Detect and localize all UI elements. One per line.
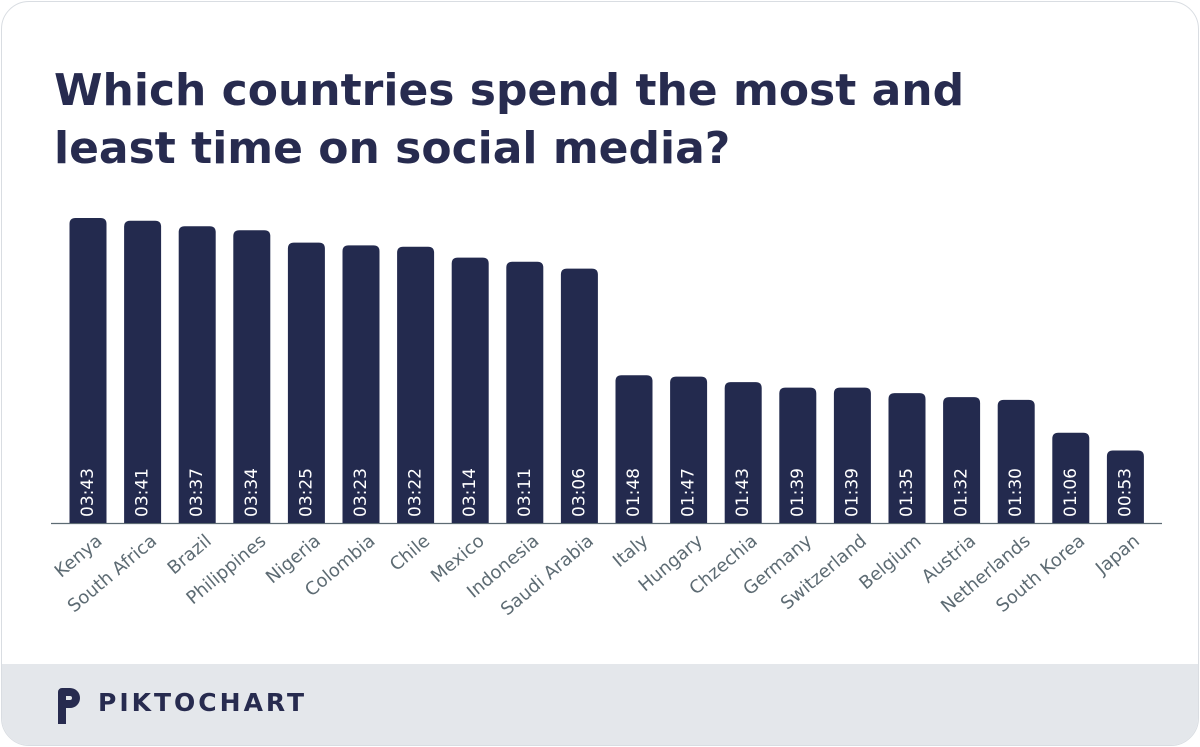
value-label: 03:11 [515,468,535,517]
value-label: 01:39 [788,468,808,517]
bar [779,387,817,523]
bar [888,393,926,523]
value-label: 00:53 [1115,468,1135,517]
bar [615,375,653,523]
bar [506,261,544,523]
bar [69,218,107,523]
bar [124,220,162,524]
value-label: 03:43 [78,468,98,517]
value-label: 03:34 [242,468,262,517]
value-label: 01:47 [679,468,699,517]
bar [342,245,380,524]
bar [724,382,762,523]
bar [178,226,216,523]
x-tick-label: Chile [386,531,434,576]
x-tick-label: Japan [1091,531,1144,580]
bar [997,399,1035,523]
chart-title: Which countries spend the most and least… [54,65,965,174]
bar [560,268,598,523]
bar [670,376,708,523]
x-tick-label: Saudi Arabia [497,531,598,621]
value-label: 03:41 [133,468,153,517]
bar [1052,432,1090,523]
value-label: 01:32 [952,468,972,517]
x-tick-label: Italy [609,530,653,571]
x-tick-label: Belgium [855,531,925,595]
value-label: 03:37 [187,468,207,517]
bar [397,246,435,523]
value-label: 01:30 [1006,468,1026,517]
value-label: 01:35 [897,468,917,517]
brand: PIKTOCHART [98,688,308,717]
value-label: 03:23 [351,468,371,517]
value-label: 01:48 [624,468,644,517]
value-label: 01:39 [842,468,862,517]
bar [287,242,325,523]
bar [451,257,489,523]
footer: PIKTOCHART [2,664,1198,745]
value-label: 03:14 [460,468,480,517]
bar [233,230,271,523]
bar [943,397,981,523]
value-label: 03:25 [296,468,316,517]
logo-icon [58,688,80,724]
value-label: 03:06 [569,468,589,517]
value-label: 01:06 [1061,468,1081,517]
value-label: 03:22 [406,468,426,517]
bar [833,387,871,523]
bar [1106,450,1144,523]
value-label: 01:43 [733,468,753,517]
